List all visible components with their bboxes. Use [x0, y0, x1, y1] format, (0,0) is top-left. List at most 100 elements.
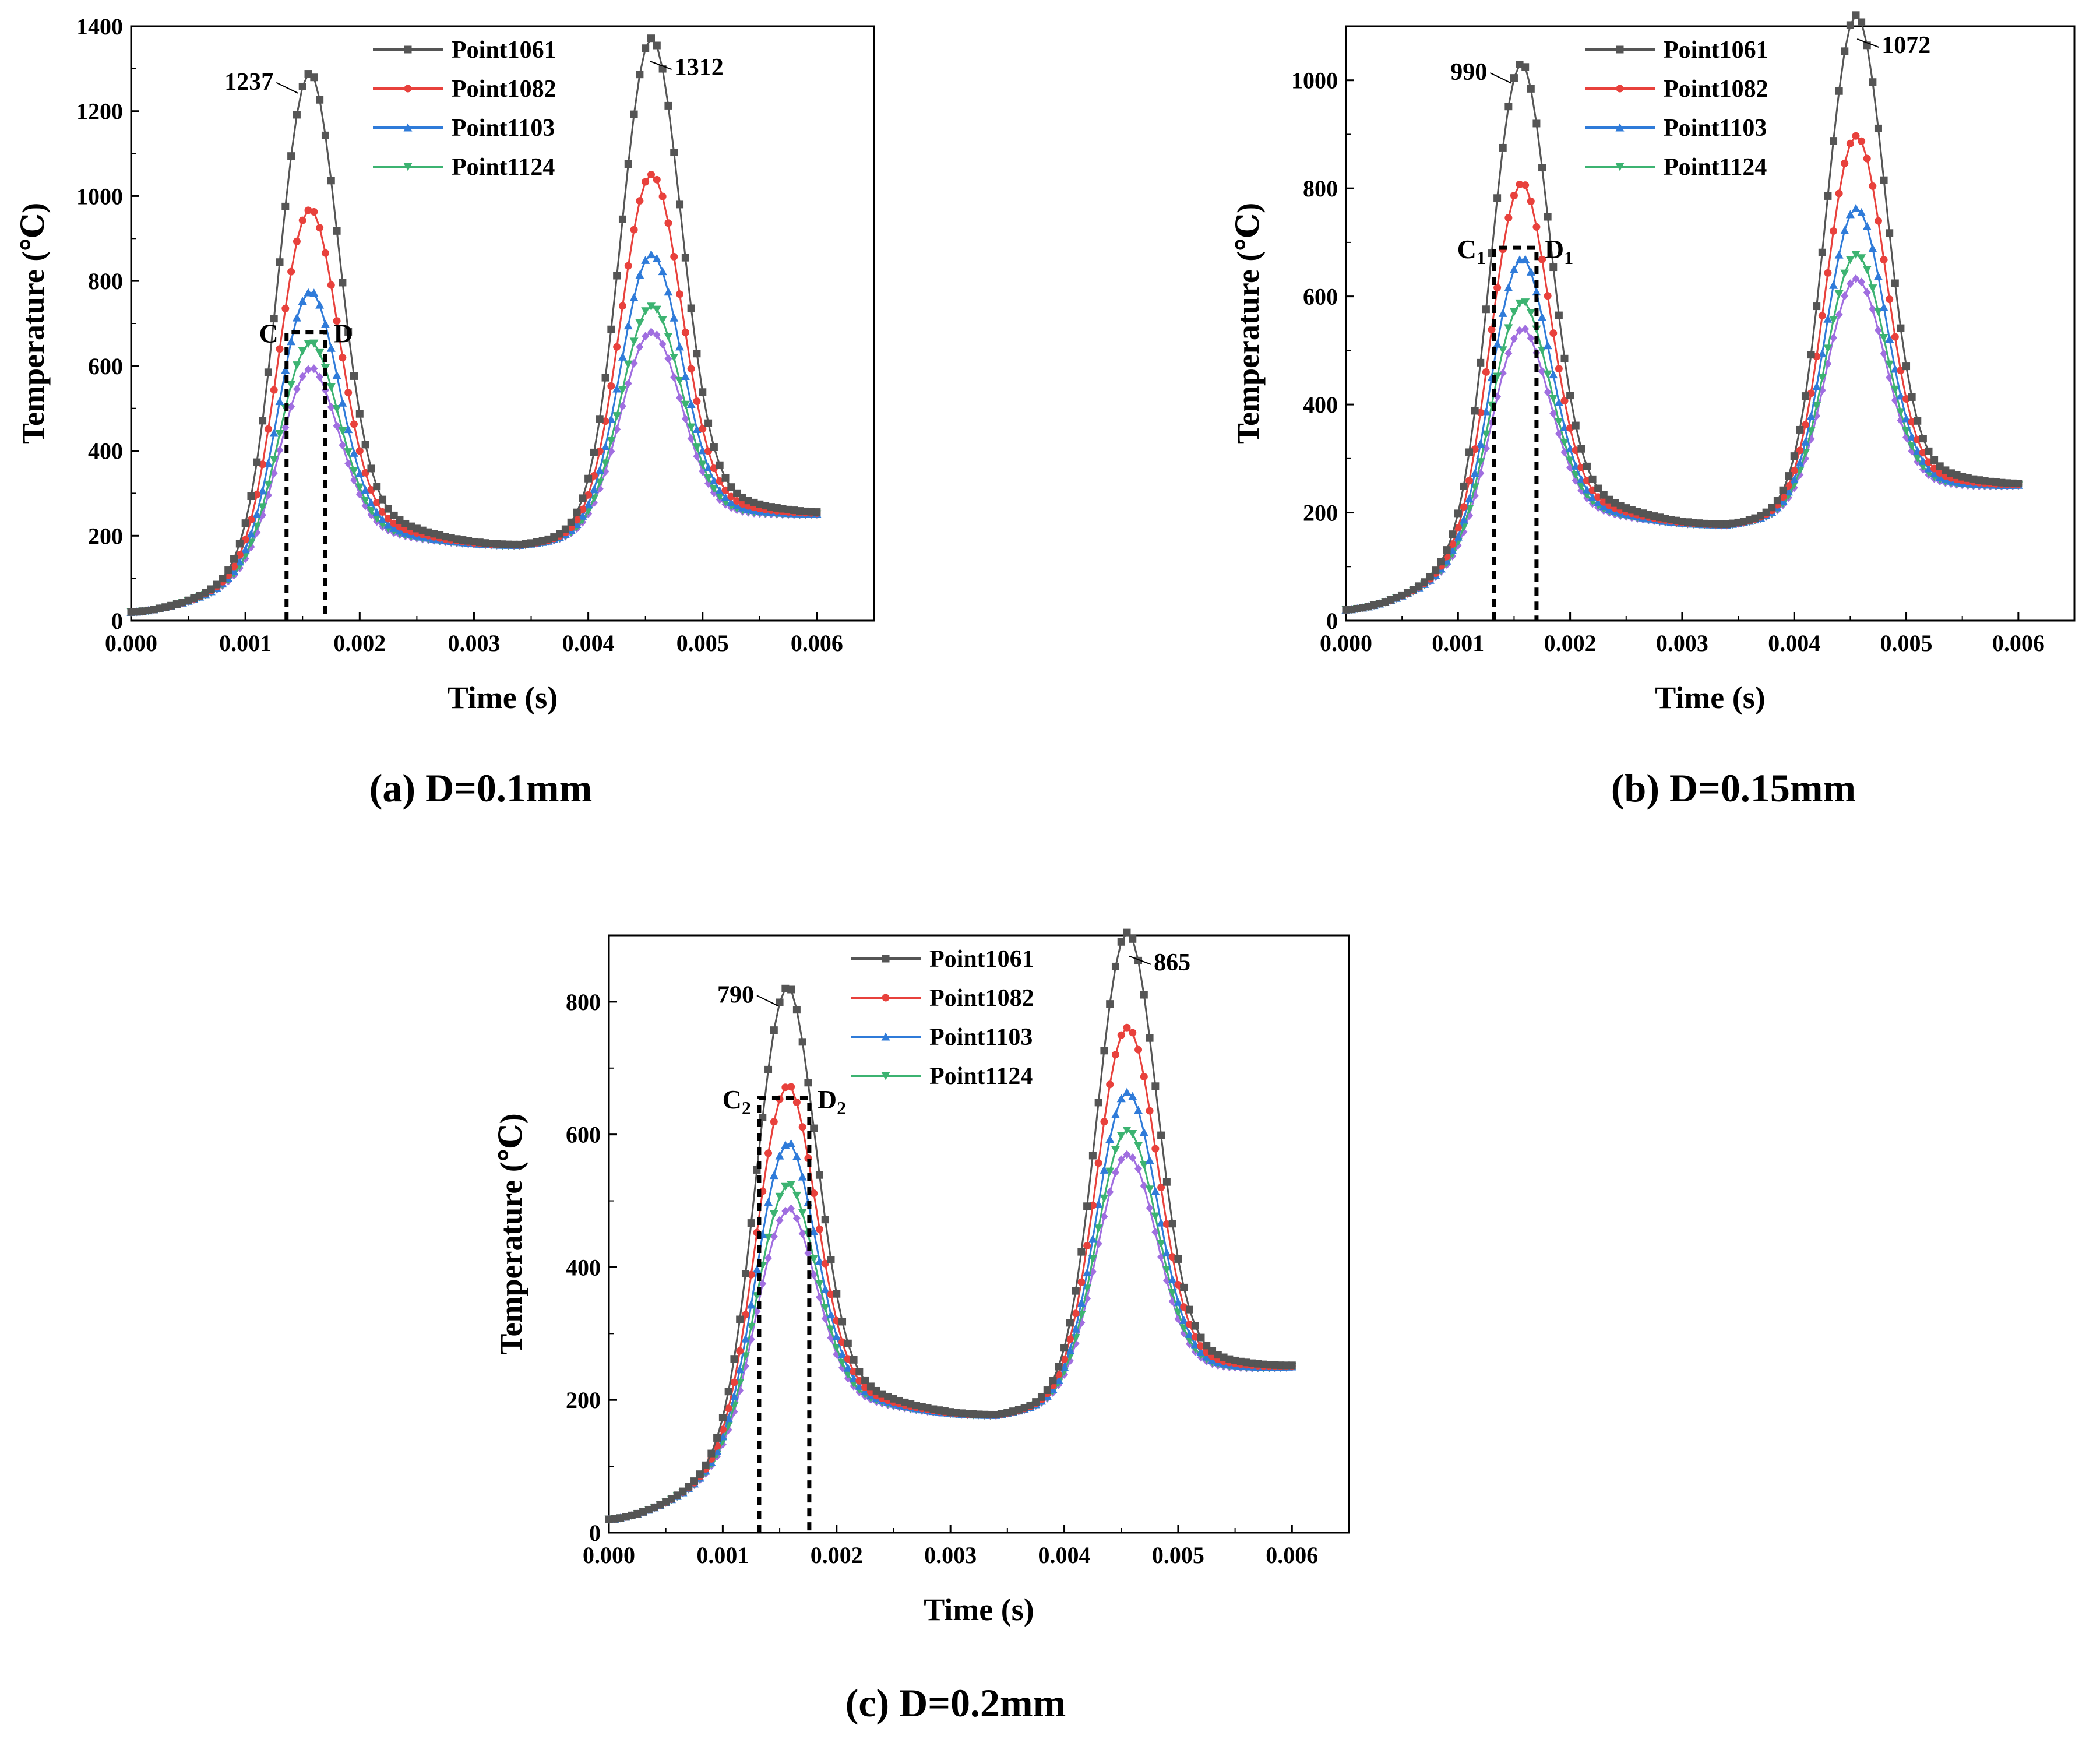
data-point	[1801, 392, 1809, 400]
data-point	[624, 379, 632, 388]
data-point	[664, 287, 673, 296]
data-point	[713, 1434, 721, 1442]
data-point	[1880, 256, 1888, 264]
data-point	[332, 405, 341, 414]
data-point	[764, 1065, 773, 1073]
data-point	[1003, 1409, 1012, 1417]
data-point	[1504, 214, 1513, 222]
data-point	[838, 1338, 847, 1346]
data-point	[1499, 368, 1507, 378]
data-point	[670, 252, 678, 261]
data-point	[741, 1270, 749, 1278]
data-point	[133, 608, 141, 616]
data-point	[721, 492, 730, 501]
data-point	[633, 1509, 642, 1518]
series-Point1061	[605, 928, 1296, 1523]
data-point	[1835, 189, 1843, 198]
data-point	[698, 460, 707, 469]
data-point	[281, 202, 290, 210]
data-point	[1538, 255, 1546, 263]
legend-label: Point1124	[1664, 154, 1767, 181]
data-point	[269, 428, 279, 437]
data-point	[1055, 1363, 1063, 1371]
data-point	[413, 524, 421, 533]
data-point	[747, 1270, 755, 1279]
data-point	[798, 1172, 807, 1181]
data-point	[304, 365, 312, 374]
data-point	[1077, 1248, 1086, 1256]
data-point	[1476, 458, 1485, 467]
y-tick-label: 400	[566, 1254, 601, 1280]
data-point	[781, 1182, 790, 1191]
data-point	[1790, 452, 1798, 460]
data-point	[652, 254, 661, 262]
window-left-label: C2	[723, 1085, 751, 1118]
data-point	[616, 1514, 625, 1522]
data-point	[889, 1395, 897, 1403]
data-point	[693, 397, 701, 406]
data-point	[624, 262, 632, 270]
y-tick-label: 800	[88, 268, 123, 294]
data-point	[350, 420, 358, 428]
data-point	[1236, 1357, 1245, 1365]
data-point	[907, 1400, 915, 1408]
x-tick-label: 0.000	[105, 630, 157, 656]
data-point	[776, 1216, 784, 1225]
data-point	[1049, 1377, 1057, 1385]
data-point	[1454, 509, 1462, 518]
data-point	[310, 73, 318, 82]
data-point	[156, 604, 164, 612]
data-point	[1851, 251, 1861, 259]
data-point	[644, 1505, 653, 1513]
data-point	[161, 603, 170, 611]
data-point	[1482, 368, 1490, 376]
data-point	[1813, 302, 1821, 311]
legend-label: Point1103	[1664, 115, 1767, 142]
data-point	[1140, 991, 1148, 999]
data-point	[1498, 346, 1507, 355]
data-point	[1066, 1319, 1074, 1327]
data-point	[293, 237, 301, 245]
data-point	[1180, 1283, 1188, 1291]
data-point	[475, 538, 484, 547]
data-point	[1594, 484, 1602, 492]
data-point	[692, 424, 702, 433]
legend-marker	[882, 994, 890, 1002]
data-point	[401, 525, 410, 533]
data-point	[736, 1347, 744, 1355]
data-point	[1521, 63, 1530, 71]
data-point	[1835, 87, 1843, 95]
data-point	[1162, 1220, 1171, 1228]
data-point	[533, 538, 541, 546]
data-point	[1902, 414, 1911, 423]
legend-marker	[1615, 163, 1625, 171]
data-point	[821, 1216, 829, 1224]
data-point	[1493, 339, 1502, 348]
dashed-window	[757, 1096, 812, 1533]
data-point	[144, 606, 152, 614]
data-point	[1128, 1130, 1137, 1139]
data-point	[1071, 1324, 1080, 1333]
data-point	[596, 415, 604, 423]
data-point	[326, 343, 336, 352]
data-point	[664, 101, 672, 110]
data-point	[1841, 291, 1849, 301]
data-point	[767, 503, 775, 511]
data-point	[790, 506, 798, 515]
series-Point1061	[1342, 11, 2023, 614]
data-point	[339, 279, 347, 287]
data-point	[253, 458, 261, 466]
data-point	[724, 1388, 732, 1396]
data-point	[1834, 250, 1844, 259]
y-tick-label: 800	[566, 989, 601, 1015]
data-point	[344, 448, 353, 457]
data-point	[270, 315, 278, 323]
data-point	[827, 1290, 835, 1298]
data-point	[895, 1396, 903, 1404]
data-point	[612, 412, 622, 421]
data-point	[1146, 1107, 1154, 1115]
data-point	[1830, 333, 1838, 343]
y-tick-label: 1000	[1291, 68, 1338, 94]
data-point	[287, 152, 295, 160]
data-point	[636, 342, 644, 351]
